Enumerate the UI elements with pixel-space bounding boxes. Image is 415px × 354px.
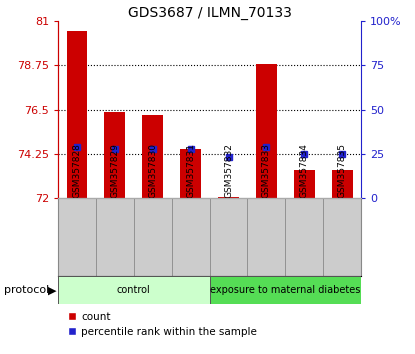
Legend: count, percentile rank within the sample: count, percentile rank within the sample xyxy=(63,307,261,341)
Bar xyxy=(180,149,201,198)
Bar xyxy=(218,197,239,198)
Text: ▶: ▶ xyxy=(48,285,56,295)
Text: protocol: protocol xyxy=(4,285,49,295)
Bar xyxy=(256,63,277,198)
Bar xyxy=(142,115,163,198)
Title: GDS3687 / ILMN_70133: GDS3687 / ILMN_70133 xyxy=(128,6,291,20)
Bar xyxy=(332,170,352,198)
Text: exposure to maternal diabetes: exposure to maternal diabetes xyxy=(210,285,361,295)
Text: control: control xyxy=(117,285,151,295)
FancyBboxPatch shape xyxy=(58,276,210,304)
Bar xyxy=(67,31,88,198)
FancyBboxPatch shape xyxy=(210,276,361,304)
Bar xyxy=(294,170,315,198)
Bar xyxy=(105,112,125,198)
